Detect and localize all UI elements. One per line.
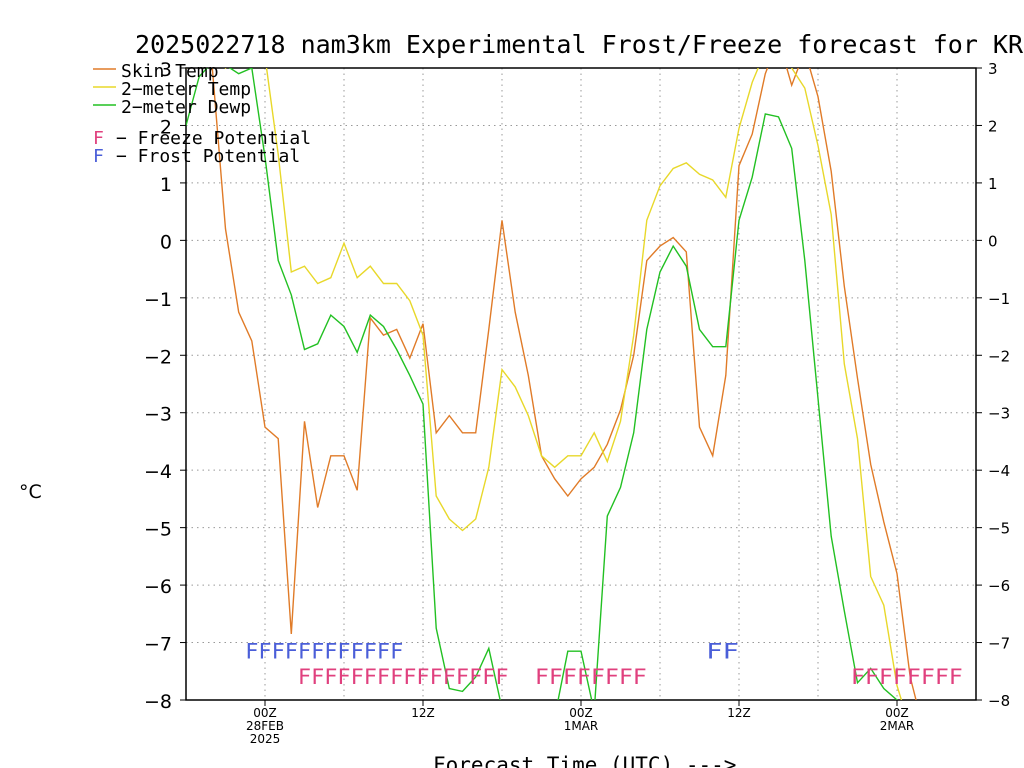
- legend-label: Skin Temp: [121, 61, 219, 82]
- frost-potential-run: FF: [706, 639, 739, 663]
- y-tick-label-right: −2: [988, 347, 1010, 365]
- x-tick-label: 12Z: [411, 706, 435, 720]
- y-tick-label: −7: [144, 634, 172, 656]
- y-tick-label-right: −3: [988, 405, 1010, 423]
- y-tick-label: −2: [144, 346, 172, 368]
- legend-potential-label: − Freeze Potential: [116, 128, 311, 149]
- y-tick-label: −4: [144, 461, 172, 483]
- x-axis-label: Forecast Time (UTC) --->: [433, 753, 736, 768]
- y-axis-label: °C: [19, 481, 42, 503]
- series-layer: [186, 68, 917, 700]
- y-tick-label: 3: [160, 59, 172, 81]
- y-tick-label-right: 1: [988, 175, 998, 193]
- y-tick-label-right: −5: [988, 520, 1010, 538]
- y-tick-label-right: −6: [988, 577, 1010, 595]
- x-tick-label: 1MAR: [564, 719, 599, 733]
- x-tick-label: 00Z: [569, 706, 593, 720]
- y-tick-label-right: −7: [988, 635, 1010, 653]
- x-tick-label: 28FEB: [246, 719, 284, 733]
- y-tick-label-right: 0: [988, 232, 998, 250]
- y-tick-label: 0: [160, 231, 172, 253]
- y-tick-label: −6: [144, 576, 172, 598]
- legend-potential-label: − Frost Potential: [116, 146, 300, 167]
- freeze-potential-run: FFFFFFFF: [535, 665, 647, 689]
- legend-label: 2−meter Dewp: [121, 97, 251, 118]
- y-tick-label: −5: [144, 519, 172, 541]
- y-tick-label-right: 2: [988, 117, 998, 135]
- y-tick-label: 2: [160, 116, 172, 138]
- y-tick-label: −3: [144, 404, 172, 426]
- y-tick-label: −8: [144, 691, 172, 713]
- grid-lines: [186, 67, 977, 701]
- legend-label: 2−meter Temp: [121, 79, 251, 100]
- y-axis-left: −8 −7 −6 −5 −4 −3 −2 −1 0 1 2 3: [144, 59, 186, 713]
- series-line-skin-temp: [186, 68, 917, 700]
- x-tick-label: 2MAR: [880, 719, 915, 733]
- chart-title: 2025022718 nam3km Experimental Frost/Fre…: [135, 30, 1024, 59]
- frost-potential-run: FFFFFFFFFFFF: [245, 639, 403, 663]
- y-tick-label-right: −1: [988, 290, 1010, 308]
- y-tick-label-right: 3: [988, 60, 998, 78]
- x-tick-label: 2025: [250, 732, 281, 746]
- x-tick-label: 00Z: [885, 706, 909, 720]
- x-tick-label: 00Z: [253, 706, 277, 720]
- y-axis-right: −8 −7 −6 −5 −4 −3 −2 −1 0 1 2 3: [976, 60, 1010, 710]
- x-tick-label: 12Z: [727, 706, 751, 720]
- y-tick-label: 1: [160, 174, 172, 196]
- y-tick-label-right: −8: [988, 692, 1010, 710]
- series-line-2-meter-temp: [186, 68, 903, 700]
- y-tick-label-right: −4: [988, 462, 1010, 480]
- freeze-potential-run: FFFFFFFFFFFFFFFF: [298, 665, 509, 689]
- freeze-potential-run: FFFFFFFF: [851, 665, 963, 689]
- y-tick-label: −1: [144, 289, 172, 311]
- series-line-2-meter-dewp: [186, 68, 898, 700]
- legend-potential-letter: F: [93, 128, 104, 149]
- legend-potential-letter: F: [93, 146, 104, 167]
